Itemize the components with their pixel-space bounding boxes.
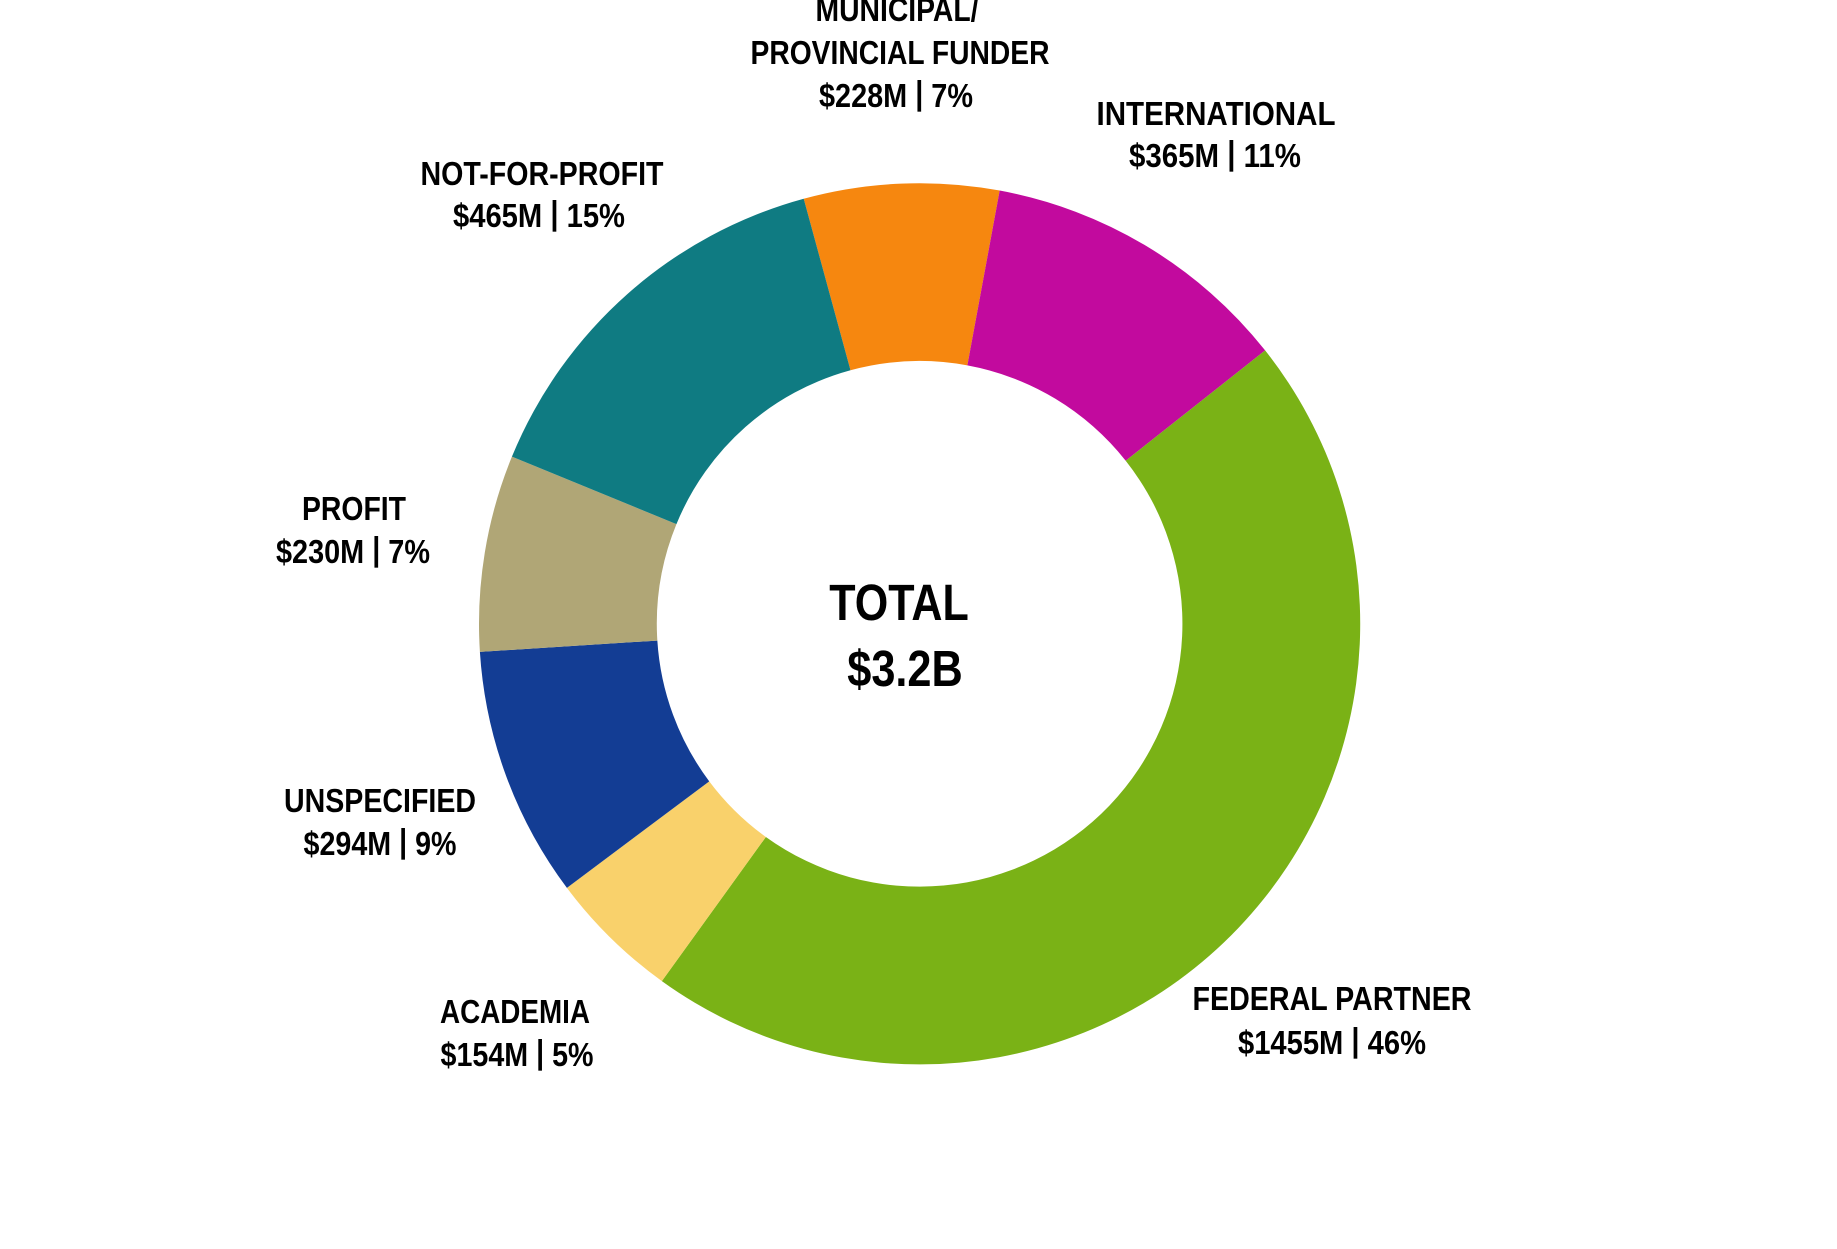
- svg-text:TOTAL: TOTAL: [829, 574, 969, 631]
- svg-text:FEDERAL PARTNER: FEDERAL PARTNER: [1193, 980, 1472, 1017]
- svg-text:$228M | 7%: $228M | 7%: [819, 74, 973, 114]
- svg-text:PROVINCIAL FUNDER: PROVINCIAL FUNDER: [751, 34, 1050, 71]
- svg-text:$465M | 15%: $465M | 15%: [453, 194, 625, 234]
- svg-text:INTERNATIONAL: INTERNATIONAL: [1097, 95, 1336, 132]
- svg-text:$230M | 7%: $230M | 7%: [276, 530, 430, 570]
- svg-text:$1455M | 46%: $1455M | 46%: [1238, 1021, 1426, 1061]
- svg-text:ACADEMIA: ACADEMIA: [440, 993, 590, 1030]
- svg-text:UNSPECIFIED: UNSPECIFIED: [284, 782, 476, 819]
- svg-text:MUNICIPAL/: MUNICIPAL/: [816, 0, 979, 28]
- svg-text:$294M | 9%: $294M | 9%: [304, 822, 457, 862]
- svg-text:$154M | 5%: $154M | 5%: [441, 1033, 594, 1073]
- svg-text:NOT-FOR-PROFIT: NOT-FOR-PROFIT: [421, 155, 664, 192]
- svg-text:PROFIT: PROFIT: [302, 490, 406, 527]
- svg-text:$3.2B: $3.2B: [847, 640, 963, 697]
- svg-text:$365M | 11%: $365M | 11%: [1129, 134, 1301, 174]
